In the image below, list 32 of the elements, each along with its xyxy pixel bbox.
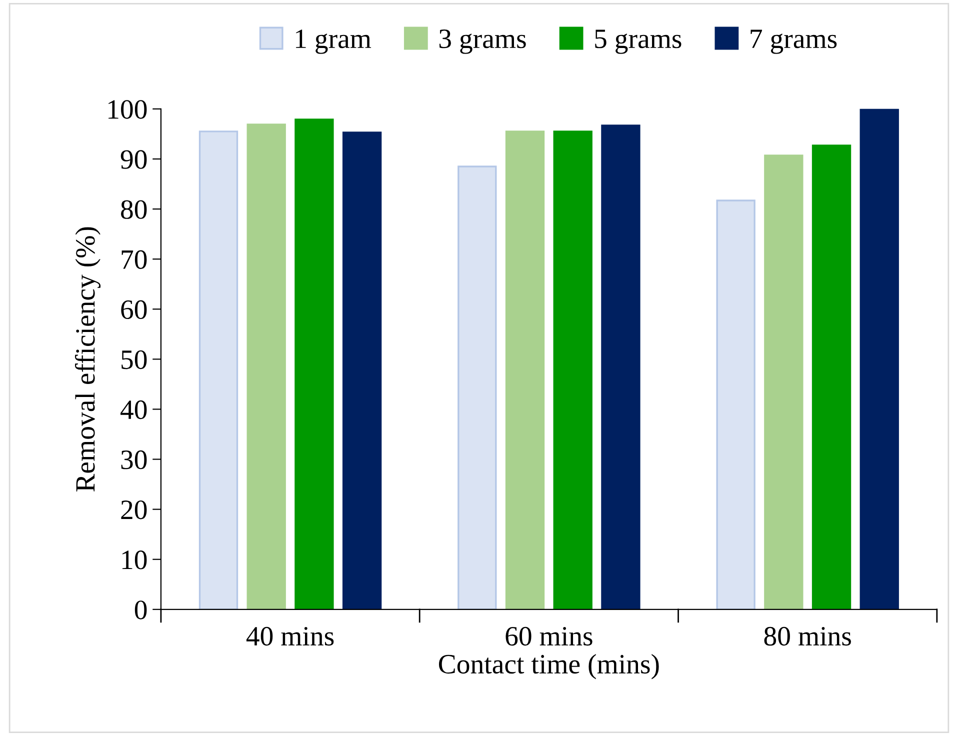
- bar: [294, 118, 334, 610]
- bar: [505, 130, 545, 610]
- x-tick-label: 60 mins: [506, 626, 592, 646]
- bar: [458, 166, 497, 610]
- legend-label: 7 grams: [750, 30, 837, 54]
- legend-label: 5 grams: [595, 30, 682, 54]
- y-tick-label: 0: [134, 600, 147, 620]
- bar: [198, 130, 238, 610]
- bar: [860, 108, 899, 610]
- y-tick-label: 40: [120, 400, 147, 420]
- bar: [812, 144, 852, 610]
- bar: [716, 200, 756, 610]
- y-tick-label: 70: [122, 250, 147, 269]
- x-tick-label: 80 mins: [764, 626, 851, 646]
- y-tick-label: 50: [122, 350, 147, 370]
- y-tick-label: 20: [121, 500, 147, 520]
- y-tick-label: 10: [122, 550, 147, 570]
- legend-label: 3 grams: [439, 30, 526, 54]
- y-tick-label: 30: [121, 450, 147, 470]
- bar: [342, 132, 382, 610]
- bar: [764, 154, 804, 610]
- y-axis-title: Removal efficiency (%): [74, 227, 101, 492]
- bar: [246, 124, 286, 610]
- x-axis-title: Contact time (mins): [438, 654, 659, 680]
- y-tick-label: 100: [108, 100, 147, 119]
- bar: [601, 124, 640, 610]
- bar: [553, 130, 592, 610]
- y-tick-label: 60: [121, 300, 147, 320]
- legend-label: 1 gram: [296, 30, 372, 54]
- x-tick-label: 40 mins: [246, 626, 334, 646]
- y-tick-label: 90: [120, 150, 147, 169]
- y-tick-label: 80: [121, 200, 147, 219]
